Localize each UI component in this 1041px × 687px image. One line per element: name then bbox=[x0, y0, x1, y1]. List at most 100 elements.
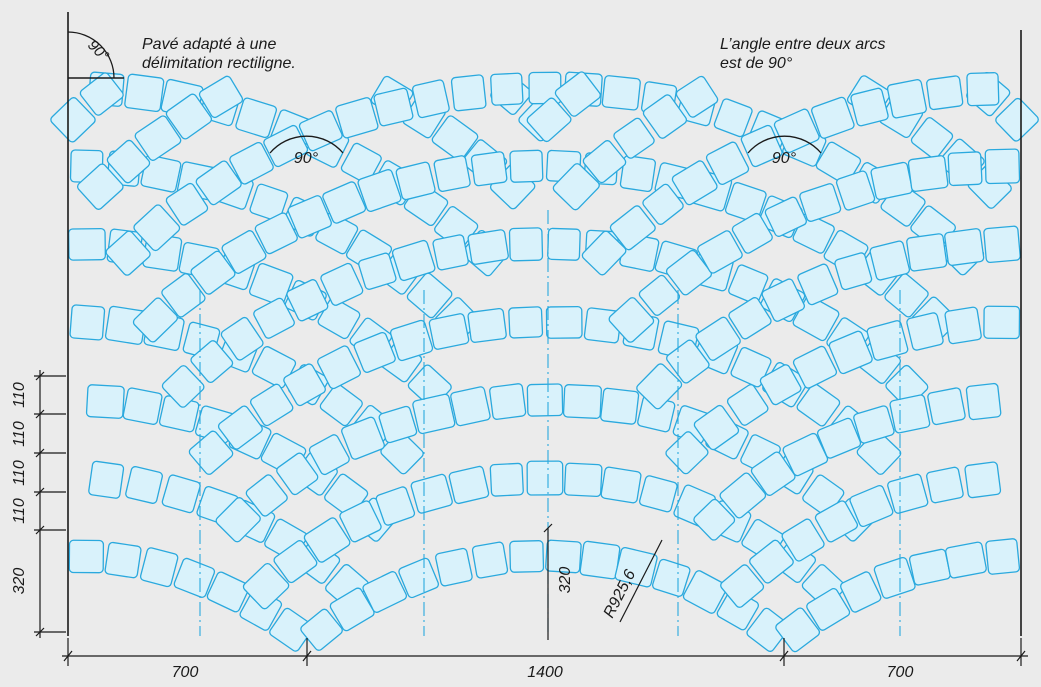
left-note-line1: Pavé adapté à une bbox=[142, 36, 277, 53]
paving-stone bbox=[764, 196, 807, 237]
paving-stone bbox=[283, 363, 326, 407]
paving-stone bbox=[391, 239, 436, 282]
paving-stone bbox=[68, 539, 105, 574]
paving-stone bbox=[642, 94, 688, 139]
paving-stone bbox=[450, 74, 487, 112]
paving-stone bbox=[133, 204, 181, 252]
paving-stone bbox=[834, 252, 873, 291]
vdim-label-110-a: 110 bbox=[11, 382, 28, 408]
paving-stone bbox=[728, 264, 769, 305]
vdim-slash-4 bbox=[35, 525, 45, 535]
left-junction-angle: 90° bbox=[269, 135, 344, 167]
corner-angle-arc bbox=[67, 31, 115, 79]
paving-stone bbox=[528, 71, 562, 105]
paving-stone bbox=[206, 571, 250, 613]
paving-stone bbox=[490, 72, 524, 106]
paving-stone bbox=[508, 306, 544, 339]
paving-stone bbox=[395, 161, 436, 201]
paving-stone bbox=[873, 556, 916, 599]
paving-stone bbox=[229, 141, 274, 185]
paving-stone bbox=[320, 262, 364, 306]
paving-stone bbox=[781, 518, 825, 562]
paving-stone bbox=[945, 541, 987, 579]
paving-stone bbox=[815, 141, 862, 185]
paving-stone bbox=[448, 465, 490, 505]
paving-stone bbox=[263, 124, 309, 168]
paving-stone bbox=[198, 75, 244, 119]
paving-stone bbox=[600, 387, 640, 425]
paving-stone bbox=[161, 365, 205, 408]
paving-stone bbox=[947, 151, 983, 187]
paving-stone bbox=[582, 140, 627, 184]
dim-slash-0 bbox=[63, 650, 73, 662]
horizontal-dimension bbox=[62, 638, 1028, 666]
right-note-line1: L’angle entre deux arcs bbox=[720, 36, 886, 53]
paving-stone bbox=[235, 97, 278, 139]
paving-stone bbox=[761, 278, 806, 322]
paving-stone bbox=[726, 384, 769, 426]
paving-stone bbox=[428, 313, 470, 350]
paving-stone bbox=[579, 540, 621, 580]
paving-stone bbox=[489, 383, 527, 420]
paving-stone bbox=[470, 151, 508, 187]
dim-slash-1 bbox=[302, 650, 312, 662]
paving-stone bbox=[67, 227, 107, 261]
paving-stone bbox=[983, 225, 1021, 264]
left-note: Pavé adapté à une délimitation rectilign… bbox=[142, 35, 296, 73]
paving-stone bbox=[406, 272, 453, 319]
vdim-slash-0 bbox=[35, 371, 45, 381]
dim-slash-2 bbox=[779, 650, 789, 662]
paving-stone bbox=[411, 79, 450, 119]
paving-stone bbox=[926, 466, 964, 504]
paving-stone bbox=[358, 252, 397, 290]
paving-stone bbox=[398, 557, 440, 599]
paving-stone bbox=[467, 229, 509, 265]
paving-stone bbox=[853, 405, 895, 444]
paving-stone bbox=[675, 75, 719, 118]
paving-stone bbox=[122, 387, 163, 425]
paving-stone bbox=[319, 383, 363, 427]
paving-stone bbox=[682, 570, 728, 614]
paving-stone bbox=[165, 182, 209, 226]
paving-stone bbox=[253, 297, 295, 339]
paving-stone bbox=[636, 363, 683, 410]
paving-stone bbox=[50, 97, 96, 143]
paving-stone bbox=[886, 79, 927, 119]
vdim-slash-3 bbox=[35, 487, 45, 497]
paving-stone bbox=[907, 155, 949, 192]
paving-stone bbox=[378, 405, 418, 444]
paving-stone bbox=[749, 539, 794, 584]
paving-stone bbox=[508, 227, 544, 262]
paving-stone bbox=[964, 461, 1002, 499]
paving-stone bbox=[245, 474, 288, 517]
paving-stone bbox=[984, 148, 1021, 185]
paving-stone bbox=[249, 183, 289, 222]
paving-stone bbox=[614, 546, 658, 588]
paving-stone bbox=[298, 110, 343, 152]
paving-stone bbox=[866, 320, 909, 361]
paving-stone bbox=[740, 124, 783, 168]
paving-stone bbox=[104, 541, 142, 579]
paving-stone bbox=[105, 230, 151, 276]
paving-stone bbox=[134, 115, 182, 161]
vdim-label-110-d: 110 bbox=[11, 498, 28, 524]
paving-stone bbox=[792, 345, 838, 389]
paving-stone bbox=[412, 393, 456, 435]
right-note: L’angle entre deux arcs est de 90° bbox=[720, 35, 885, 73]
paving-stone bbox=[906, 312, 944, 351]
paving-stone bbox=[545, 539, 582, 574]
right-note-line2: est de 90° bbox=[720, 55, 793, 72]
paving-stone bbox=[849, 484, 894, 528]
right-junction-arc bbox=[747, 135, 822, 154]
dim-label-700-left: 700 bbox=[172, 664, 199, 681]
paving-stone bbox=[581, 230, 627, 276]
paving-stone bbox=[746, 607, 791, 652]
paving-stone bbox=[132, 297, 179, 343]
paving-stone bbox=[220, 316, 264, 361]
paving-stone bbox=[471, 541, 509, 579]
paving-stone bbox=[303, 517, 351, 563]
paving-stone bbox=[613, 117, 655, 159]
paving-stone bbox=[713, 98, 753, 138]
dim-label-1400: 1400 bbox=[527, 664, 563, 681]
